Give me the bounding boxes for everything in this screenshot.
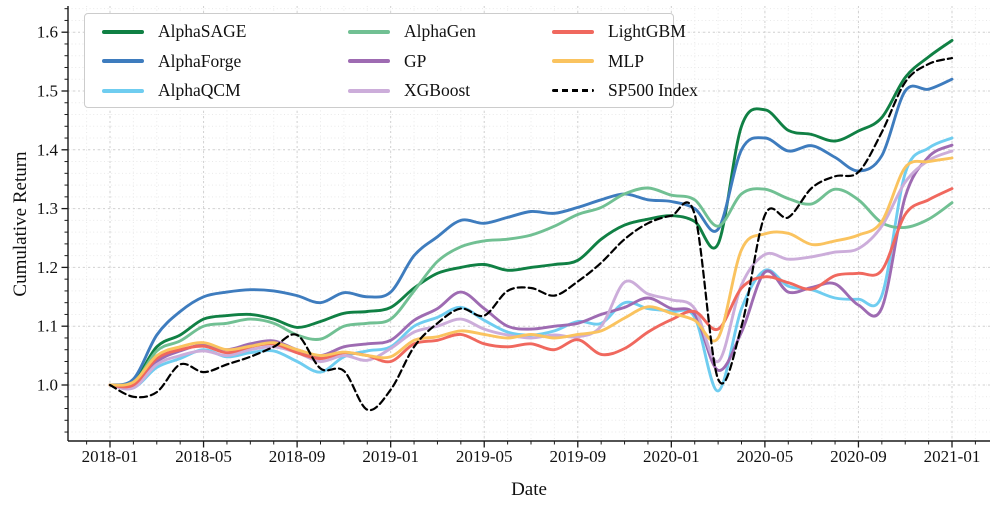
x-axis-label: Date	[511, 479, 547, 500]
y-tick-label: 1.2	[37, 258, 58, 277]
legend-item-xgboost: XGBoost	[348, 80, 552, 100]
x-tick-label: 2018-09	[269, 447, 326, 466]
x-tick-label: 2020-01	[643, 447, 700, 466]
series-line-sp500-index	[108, 57, 954, 412]
legend-item-mlp: MLP	[552, 50, 698, 71]
legend-item-alphaqcm: AlphaQCM	[102, 80, 348, 100]
series-line-alphagen	[108, 186, 954, 389]
x-tick-label: 2019-09	[549, 447, 606, 466]
series-line-alphasage	[108, 38, 954, 388]
legend-item-sp500-index: SP500 Index	[552, 80, 698, 100]
x-tick-label: 2018-05	[175, 447, 232, 466]
series-line-alphaforge	[108, 77, 954, 387]
x-tick-label: 2019-05	[456, 447, 513, 466]
legend-items: AlphaSAGE AlphaForge AlphaQCM AlphaGen GP XGB…	[102, 17, 698, 106]
y-axis-label: Cumulative Return	[10, 151, 31, 297]
y-tick-label: 1.6	[37, 23, 58, 42]
series-line-xgboost	[108, 149, 954, 391]
legend-label: XGBoost	[404, 80, 471, 100]
legend-item-gp: GP	[348, 50, 552, 71]
legend-swatch-alphagen	[348, 29, 390, 34]
legend: AlphaSAGE AlphaForge AlphaQCM AlphaGen GP XGB…	[84, 13, 698, 108]
legend-swatch-lightgbm	[552, 29, 594, 34]
legend-swatch-xgboost	[348, 88, 390, 93]
y-tick-label: 1.1	[37, 317, 58, 336]
legend-swatch-gp	[348, 59, 390, 64]
legend-swatch-sp500-index	[552, 89, 594, 93]
legend-item-alphagen: AlphaGen	[348, 21, 552, 41]
x-tick-label: 2020-09	[830, 447, 887, 466]
legend-label: AlphaQCM	[158, 80, 241, 100]
legend-item-alphaforge: AlphaForge	[102, 50, 348, 71]
legend-label: GP	[404, 50, 427, 71]
legend-swatch-alphaqcm	[102, 88, 144, 93]
y-tick-label: 1.5	[37, 82, 58, 101]
legend-label: AlphaGen	[404, 21, 476, 41]
legend-swatch-alphasage	[102, 29, 144, 34]
series-line-mlp	[108, 156, 954, 387]
x-tick-label: 2020-05	[737, 447, 794, 466]
legend-label: AlphaSAGE	[158, 21, 247, 41]
legend-swatch-alphaforge	[102, 59, 144, 64]
legend-label: MLP	[608, 50, 644, 71]
legend-label: AlphaForge	[158, 50, 242, 71]
x-tick-label: 2021-01	[924, 447, 981, 466]
legend-item-lightgbm: LightGBM	[552, 21, 698, 41]
y-tick-label: 1.0	[37, 376, 58, 395]
y-tick-label: 1.3	[37, 199, 58, 218]
legend-swatch-mlp	[552, 59, 594, 64]
y-tick-label: 1.4	[37, 140, 59, 159]
legend-label: LightGBM	[608, 21, 686, 41]
legend-item-alphasage: AlphaSAGE	[102, 21, 348, 41]
legend-label: SP500 Index	[608, 80, 698, 100]
x-tick-label: 2019-01	[362, 447, 419, 466]
x-tick-label: 2018-01	[82, 447, 139, 466]
